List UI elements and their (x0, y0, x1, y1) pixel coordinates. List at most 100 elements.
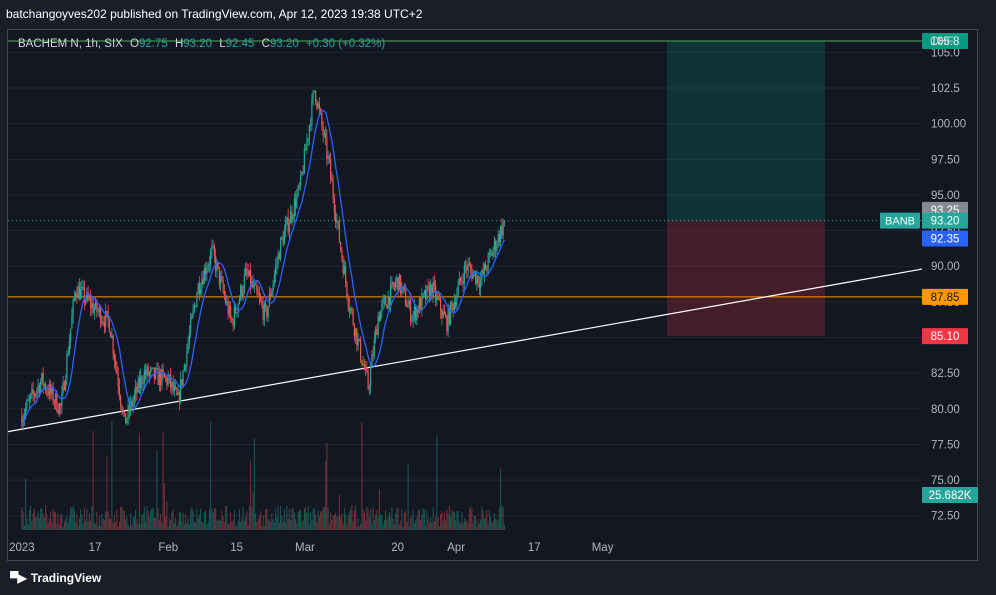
volume-bar (133, 516, 135, 530)
candle-body (275, 266, 277, 275)
volume-bar (311, 520, 313, 530)
y-tick-label: 97.50 (931, 154, 960, 166)
candle-body (455, 301, 457, 306)
candle-body (385, 298, 387, 305)
volume-bar (272, 519, 274, 530)
volume-bar (346, 524, 348, 530)
candle-body (501, 226, 503, 236)
candle-body (472, 272, 474, 279)
candle-body (110, 332, 112, 338)
volume-bar (351, 505, 353, 530)
volume-bar (38, 518, 40, 530)
candle-body (397, 277, 399, 292)
close-label: C (262, 38, 270, 50)
volume-bar (395, 513, 397, 530)
volume-bar (427, 518, 429, 530)
candle-body (151, 367, 153, 369)
volume-bar (360, 523, 362, 530)
candle-body (40, 381, 42, 393)
candle-body (493, 240, 495, 250)
candle-body (327, 155, 329, 159)
volume-bar (52, 508, 54, 530)
candle-body (112, 335, 114, 354)
last-price-tag-bg (922, 212, 968, 229)
candle-body (71, 315, 73, 329)
volume-bar (168, 518, 170, 530)
candle-body (190, 318, 192, 334)
candle-body (67, 354, 69, 356)
volume-bar (193, 522, 195, 530)
volume-bar (75, 522, 77, 530)
candle-body (271, 290, 273, 297)
volume-bar (466, 520, 468, 530)
volume-bar (110, 519, 112, 530)
volume-bar (62, 526, 64, 530)
candle-body (205, 268, 207, 275)
volume-bar (156, 450, 158, 530)
volume-bar (368, 517, 370, 530)
volume-bar (347, 515, 349, 530)
volume-bar (106, 455, 108, 530)
chart-frame[interactable] (7, 29, 978, 561)
candle-body (467, 264, 469, 271)
candle-body (342, 258, 344, 275)
ma-price-tag: 92.35 (931, 233, 960, 245)
candle-body (282, 237, 284, 245)
volume-bar (186, 523, 188, 530)
candle-body (61, 393, 63, 407)
volume-bar (492, 520, 494, 530)
tradingview-footer[interactable]: ▀▶ TradingView (10, 569, 101, 587)
drawing-lines (7, 40, 923, 433)
volume-bar (298, 510, 300, 530)
candle-body (172, 382, 174, 391)
volume-bar (440, 514, 442, 530)
volume-bar (290, 520, 292, 530)
candle-body (466, 266, 468, 271)
candle-body (90, 298, 92, 308)
candle-body (133, 394, 135, 401)
candle-body (372, 354, 374, 356)
position-zones (667, 40, 825, 337)
y-tick-label: 72.50 (931, 511, 960, 523)
candle-body (208, 263, 210, 266)
candle-body (437, 295, 439, 299)
volume-bar (496, 519, 498, 530)
candle-body (268, 293, 270, 307)
volume-bar (487, 524, 489, 530)
candle-body (320, 108, 322, 113)
volume-bar (173, 523, 175, 530)
candle-body (100, 308, 102, 324)
candle-body (273, 274, 275, 284)
volume-bar (348, 511, 350, 530)
volume-bar (433, 521, 435, 530)
volume-bar (172, 509, 174, 530)
candle-body (330, 159, 332, 178)
candle-body (81, 286, 83, 290)
candle-body (238, 299, 240, 304)
candle-body (395, 282, 397, 287)
candle-body (157, 368, 159, 385)
volume-bar (261, 526, 263, 530)
candle-body (298, 185, 300, 187)
candle-body (502, 223, 504, 236)
volume-bar (418, 509, 420, 530)
volume-bar (116, 510, 118, 530)
volume-bar (203, 512, 205, 530)
candle-body (98, 308, 100, 312)
volume-bar (251, 507, 253, 530)
candle-body (165, 377, 167, 379)
volume-bar (122, 510, 124, 530)
candle-body (125, 413, 127, 424)
candle-body (367, 372, 369, 389)
volume-bar (30, 505, 32, 530)
volume-bar (85, 520, 87, 530)
candle-body (36, 389, 38, 395)
volume-bar (472, 523, 474, 530)
candle-body (445, 314, 447, 317)
candle-body (291, 211, 293, 220)
candle-body (265, 303, 267, 307)
candle-body (237, 303, 239, 313)
volume-bar (391, 507, 393, 530)
candle-body (21, 415, 23, 426)
